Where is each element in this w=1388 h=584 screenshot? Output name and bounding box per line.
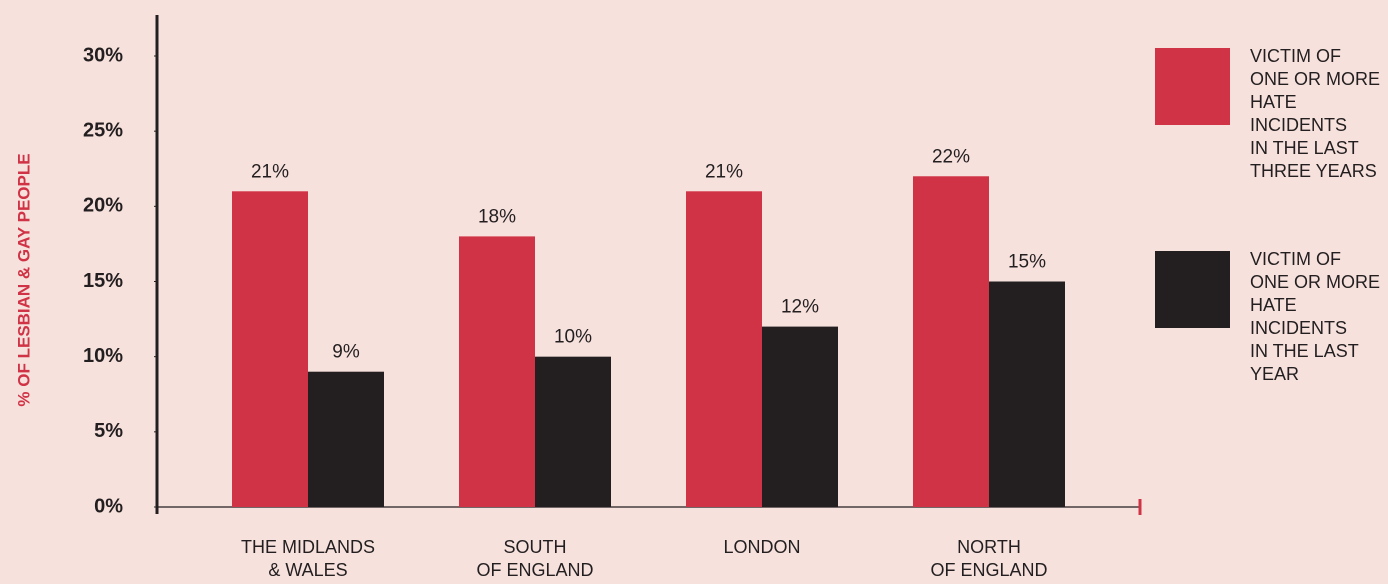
y-tick-label: 0% bbox=[94, 495, 123, 517]
y-tick-label: 10% bbox=[83, 345, 123, 367]
bar bbox=[686, 191, 762, 508]
value-label: 18% bbox=[478, 206, 516, 227]
y-tick-label: 30% bbox=[83, 44, 123, 66]
y-tick-label: 5% bbox=[94, 420, 123, 442]
y-tick-label: 15% bbox=[83, 270, 123, 292]
legend-label: VICTIM OF ONE OR MORE HATE INCIDENTS IN … bbox=[1250, 249, 1381, 384]
value-label: 15% bbox=[1008, 252, 1046, 273]
legend-swatch bbox=[1155, 251, 1230, 328]
bar bbox=[762, 326, 838, 507]
bar bbox=[989, 281, 1065, 507]
bar bbox=[913, 176, 989, 507]
x-tick-label: THE MIDLANDS & WALES bbox=[240, 537, 375, 580]
value-label: 22% bbox=[932, 146, 970, 167]
value-label: 21% bbox=[705, 161, 743, 182]
bar bbox=[459, 236, 535, 507]
y-tick-label: 25% bbox=[83, 119, 123, 141]
x-tick-label: SOUTH OF ENGLAND bbox=[476, 537, 594, 580]
value-label: 9% bbox=[332, 342, 360, 363]
bar bbox=[308, 371, 384, 507]
x-tick-label: NORTH OF ENGLAND bbox=[930, 537, 1048, 580]
value-label: 21% bbox=[251, 161, 289, 182]
bar bbox=[232, 191, 308, 508]
x-tick-label: LONDON bbox=[723, 537, 801, 557]
legend-label: VICTIM OF ONE OR MORE HATE INCIDENTS IN … bbox=[1250, 46, 1381, 181]
legend-swatch bbox=[1155, 48, 1230, 125]
value-label: 12% bbox=[781, 297, 819, 318]
y-tick-label: 20% bbox=[83, 195, 123, 217]
value-label: 10% bbox=[554, 327, 592, 348]
y-axis-label: % OF LESBIAN & GAY PEOPLE bbox=[14, 153, 33, 406]
bar bbox=[535, 356, 611, 507]
